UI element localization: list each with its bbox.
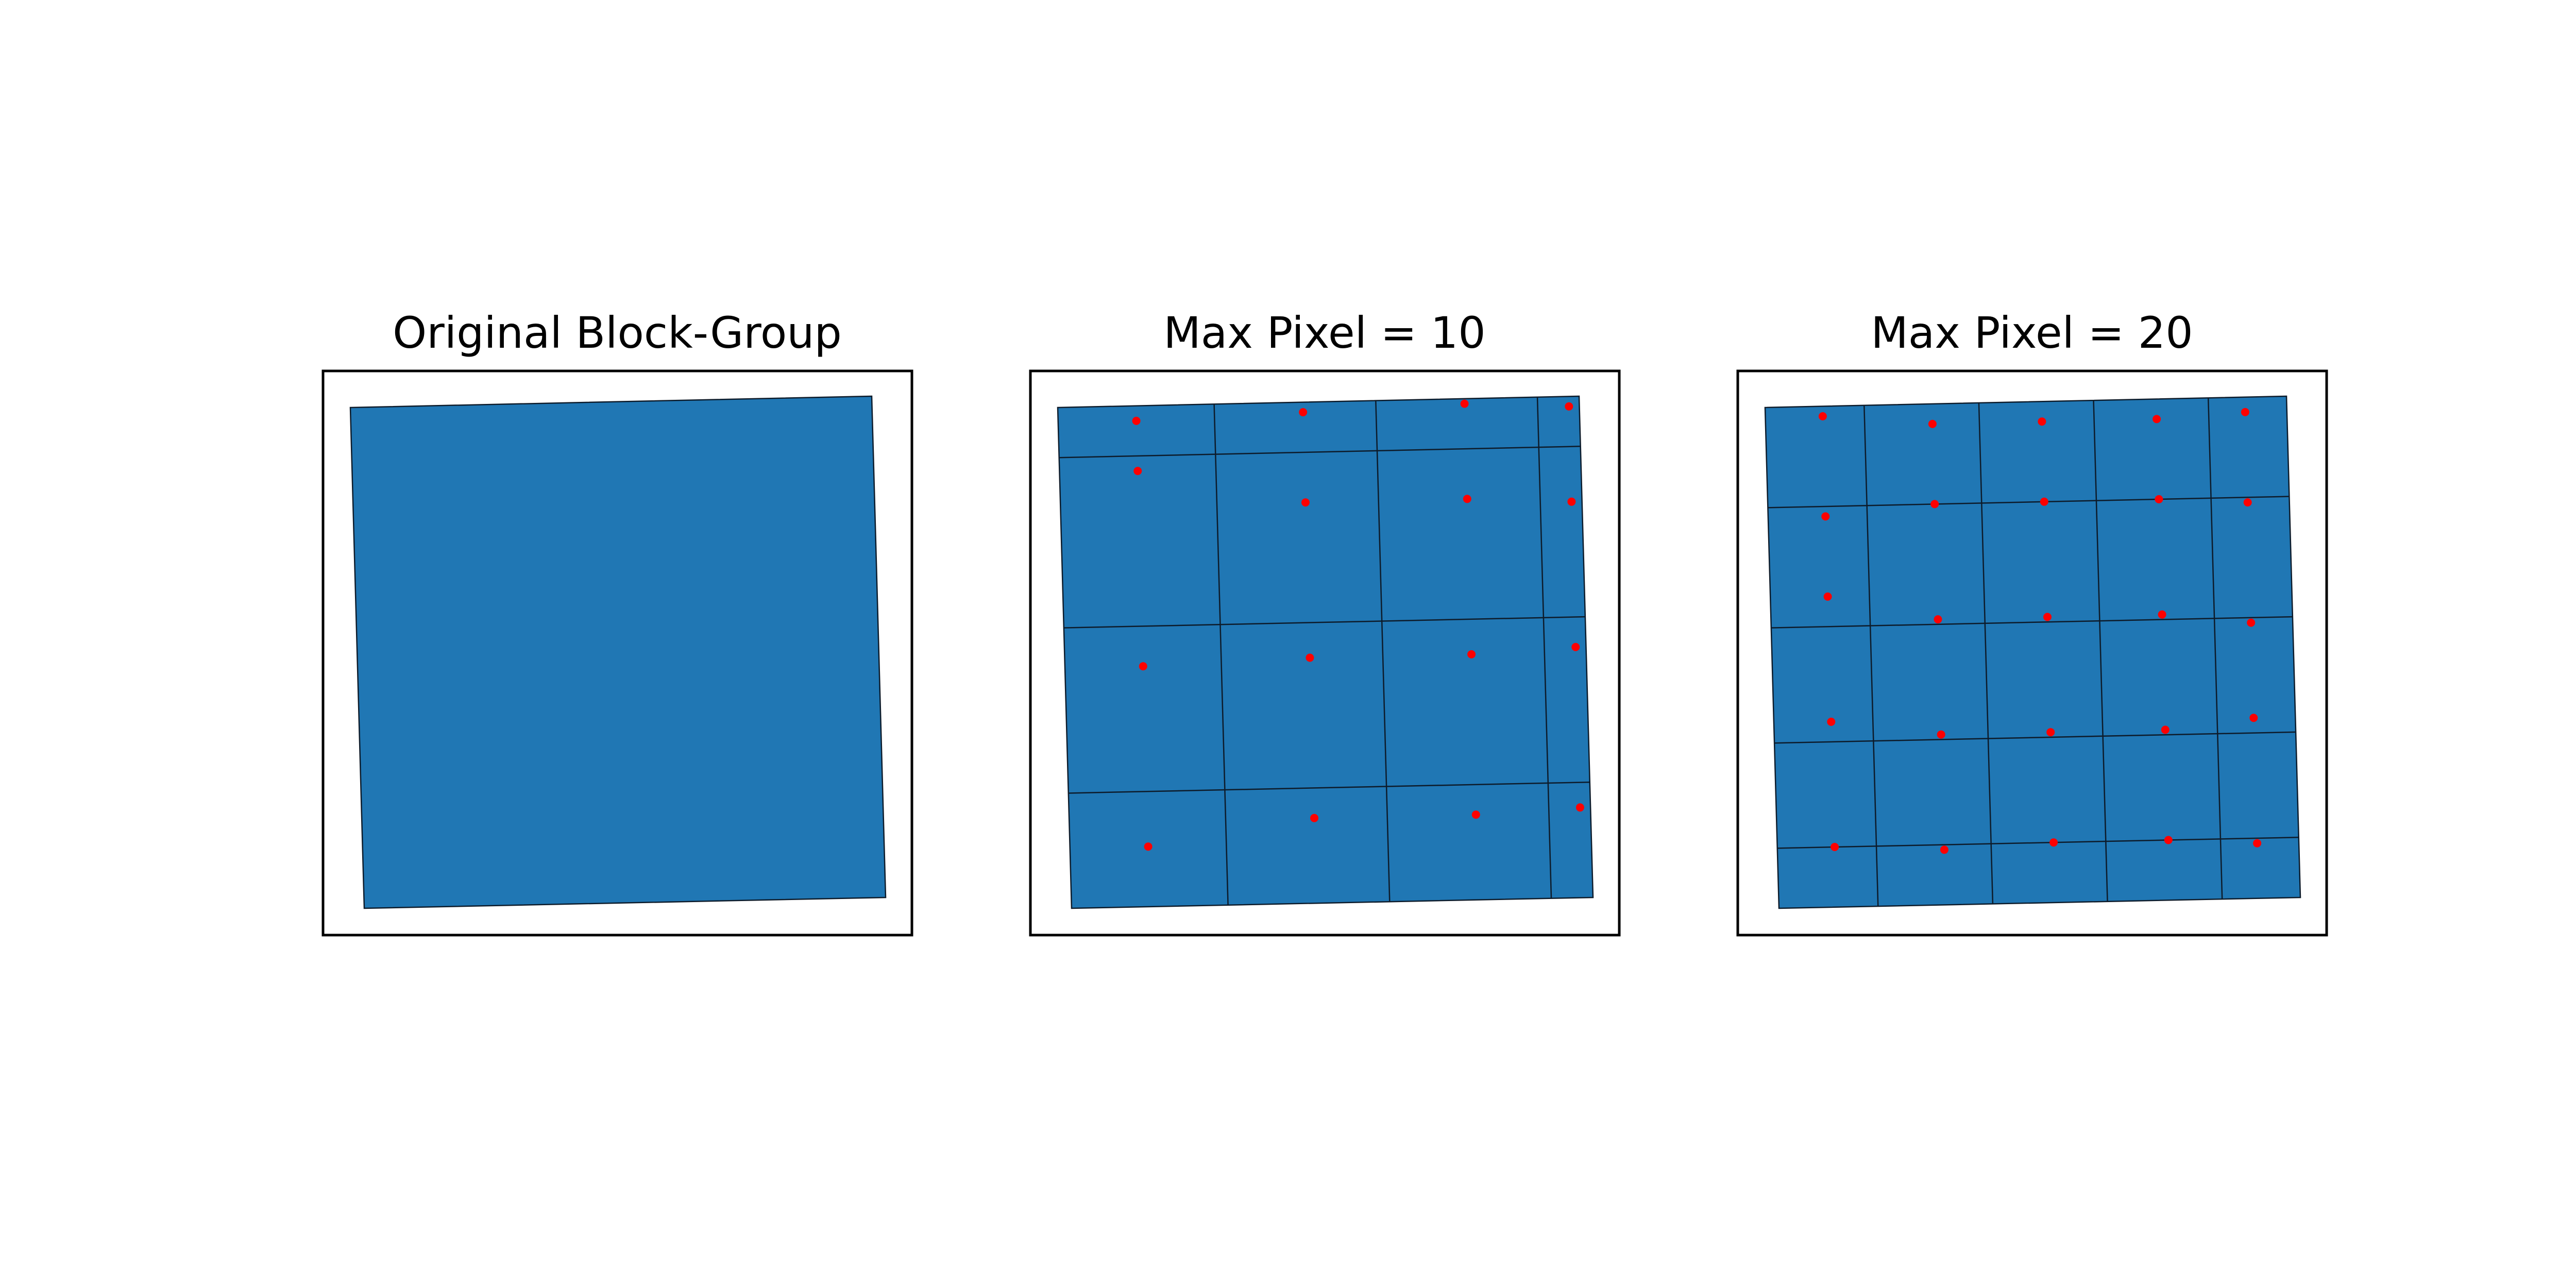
grid-line-vertical: [2207, 398, 2223, 900]
grid-line-horizontal: [1768, 496, 2290, 509]
grid-line-vertical: [1375, 400, 1391, 902]
cell-center-point: [2161, 725, 2170, 734]
cell-center-point: [1301, 498, 1310, 507]
cell-center-point: [1460, 399, 1469, 408]
cell-center-point: [1310, 814, 1318, 822]
cell-center-point: [1463, 495, 1471, 503]
cell-center-point: [2043, 613, 2052, 621]
panel-original-frame: [321, 369, 913, 937]
cell-center-point: [2040, 497, 2048, 506]
panel-max-pixel-20-plot: [1764, 395, 2301, 909]
grid-line-horizontal: [1068, 781, 1590, 794]
cell-center-point: [2241, 408, 2249, 416]
grid-line-horizontal: [1771, 616, 2293, 629]
cell-center-point: [1827, 718, 1836, 726]
cell-center-point: [1565, 402, 1573, 411]
cell-center-point: [1934, 615, 1942, 624]
cell-center-point: [2164, 836, 2173, 844]
cell-center-point: [1139, 662, 1147, 671]
grid-line-vertical: [1978, 402, 1994, 904]
cell-center-point: [2253, 839, 2262, 848]
cell-center-point: [1144, 842, 1153, 851]
cell-center-point: [1823, 592, 1832, 601]
cell-center-point: [2038, 417, 2046, 426]
block-group-polygon: [1057, 395, 1594, 909]
cell-center-point: [1831, 843, 1839, 851]
grid-line-vertical: [2093, 400, 2108, 902]
panel-original: Original Block-Group: [321, 308, 913, 937]
panel-title-original: Original Block-Group: [393, 308, 842, 358]
cell-center-point: [1940, 845, 1948, 854]
cell-center-point: [1928, 419, 1937, 428]
block-group-polygon: [1764, 395, 2301, 909]
panel-title-max-pixel-20: Max Pixel = 20: [1871, 308, 2193, 358]
panel-max-pixel-10: Max Pixel = 10: [1029, 308, 1621, 937]
cell-center-point: [2049, 838, 2058, 847]
cell-center-point: [1937, 730, 1945, 739]
grid-line-horizontal: [1059, 446, 1581, 459]
panel-max-pixel-20: Max Pixel = 20: [1736, 308, 2328, 937]
cell-center-point: [2243, 498, 2252, 507]
cell-center-point: [1930, 500, 1939, 509]
block-group-polygon: [349, 395, 887, 909]
grid-line-horizontal: [1774, 731, 2296, 744]
cell-center-point: [2158, 610, 2166, 619]
cell-center-point: [1132, 416, 1141, 425]
cell-center-point: [1306, 653, 1314, 662]
cell-center-point: [1299, 408, 1308, 417]
cell-center-point: [1821, 512, 1830, 521]
cell-center-point: [2046, 728, 2055, 737]
grid-line-vertical: [1536, 397, 1552, 899]
cell-center-point: [1818, 412, 1827, 420]
cell-center-point: [1133, 467, 1142, 476]
cell-center-point: [1571, 642, 1580, 651]
cell-center-point: [2249, 714, 2258, 722]
cell-center-point: [2155, 495, 2163, 503]
cell-center-point: [2247, 618, 2256, 627]
grid-line-horizontal: [1063, 616, 1585, 629]
panel-title-max-pixel-10: Max Pixel = 10: [1163, 308, 1485, 358]
cell-center-point: [1567, 497, 1576, 506]
grid-line-vertical: [1863, 405, 1879, 907]
cell-center-point: [1471, 810, 1480, 819]
panel-max-pixel-10-plot: [1057, 395, 1594, 909]
grid-line-horizontal: [1777, 836, 2299, 849]
grid-line-vertical: [1213, 404, 1229, 905]
cell-center-point: [1467, 650, 1476, 658]
cell-center-point: [2153, 415, 2161, 423]
panel-original-plot: [349, 395, 887, 909]
panel-max-pixel-10-frame: [1029, 369, 1621, 937]
cell-center-point: [1575, 803, 1584, 812]
panel-max-pixel-20-frame: [1736, 369, 2328, 937]
